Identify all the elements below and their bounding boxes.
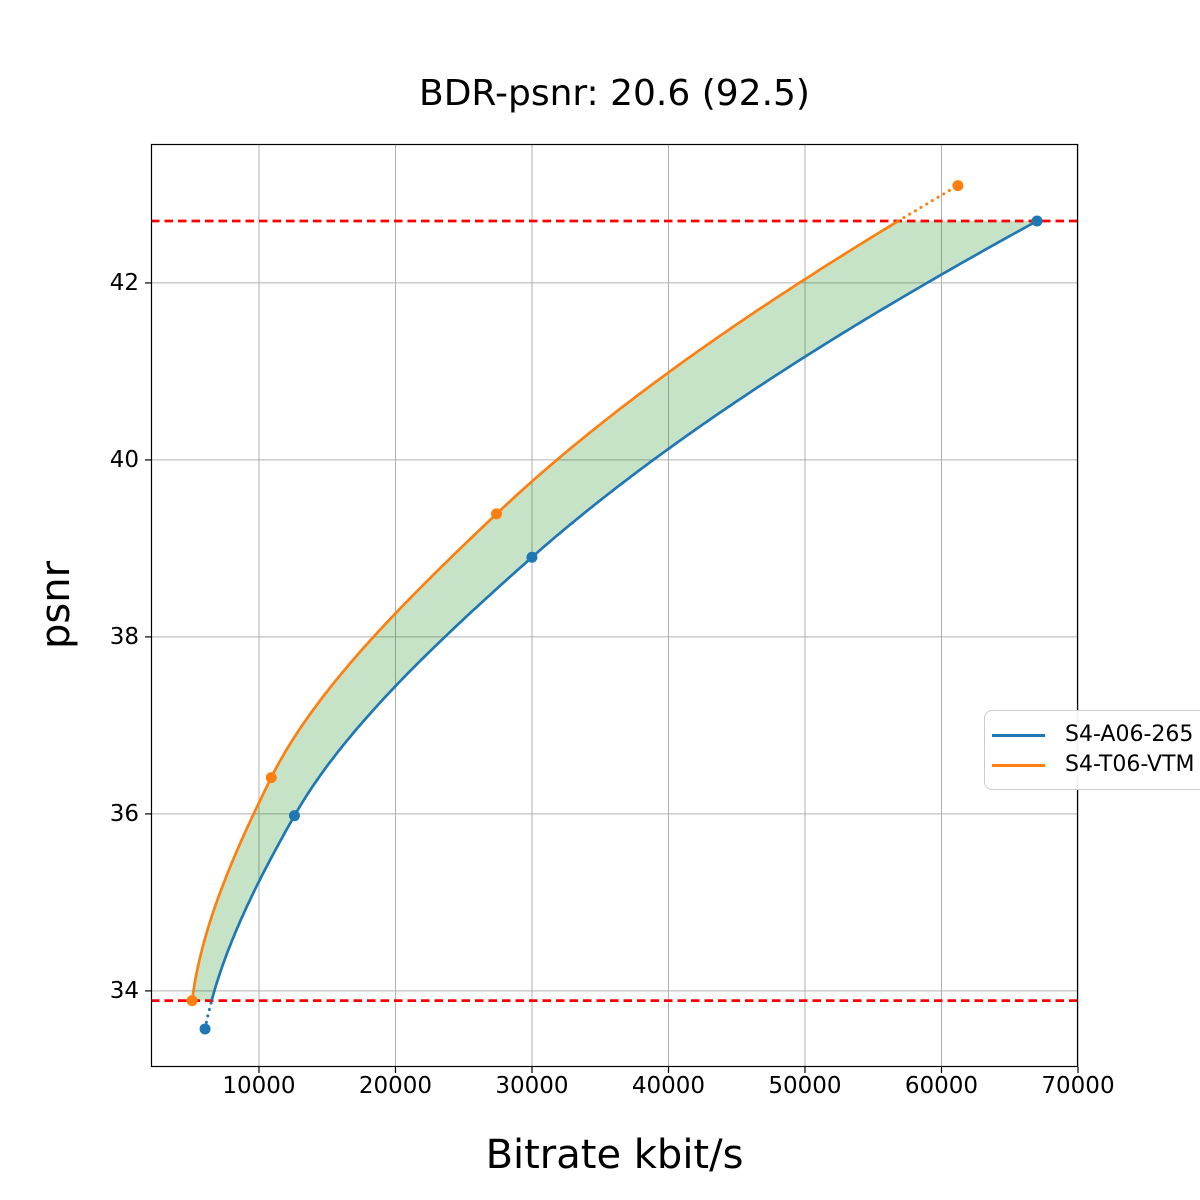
legend-entry: S4-T06-VTM: [992, 750, 1200, 780]
series-markers-s4-t06-vtm: [186, 180, 964, 1007]
plot-border: [150, 143, 1079, 1068]
legend-entry: S4-A06-265: [992, 720, 1200, 750]
x-tick-label: 50000: [768, 1073, 842, 1099]
y-tick-label: 36: [109, 800, 139, 827]
x-tick-label: 60000: [904, 1073, 979, 1099]
axis-ticks: [145, 282, 1079, 1073]
plot-area: S4-A06-265 S4-T06-VTM: [145, 143, 1200, 1073]
series-markers-s4-a06-265: [199, 215, 1043, 1035]
y-tick-label: 40: [109, 446, 139, 473]
x-tick-label: 20000: [358, 1073, 433, 1099]
series-line-s4-t06-vtm: [190, 219, 899, 1001]
chart-title: BDR-psnr: 20.6 (92.5): [419, 73, 810, 114]
grid: [151, 144, 1079, 1067]
y-tick-label: 42: [109, 269, 139, 296]
x-tick-label: 40000: [631, 1073, 706, 1099]
legend-label: S4-A06-265: [1065, 722, 1194, 747]
x-tick-label: 30000: [495, 1073, 569, 1099]
y-tick-label: 34: [109, 977, 139, 1004]
series-dotted-s4-a06-265: [203, 999, 214, 1031]
x-axis-label: Bitrate kbit/s: [485, 1132, 744, 1178]
y-tick-label: 38: [109, 623, 139, 650]
legend-label: S4-T06-VTM: [1065, 752, 1195, 777]
bd-overlap-fill: [192, 221, 1038, 1001]
x-tick-label: 10000: [222, 1073, 296, 1099]
legend: S4-A06-265 S4-T06-VTM: [984, 710, 1200, 790]
legend-line-sample-blue: [992, 733, 1045, 737]
series-line-s4-a06-265: [210, 219, 1038, 1001]
plot-canvas: [145, 143, 1079, 1073]
series-dotted-s4-t06-vtm: [896, 184, 960, 223]
x-tick-label: 70000: [1041, 1073, 1115, 1099]
legend-line-sample-orange: [992, 763, 1045, 767]
